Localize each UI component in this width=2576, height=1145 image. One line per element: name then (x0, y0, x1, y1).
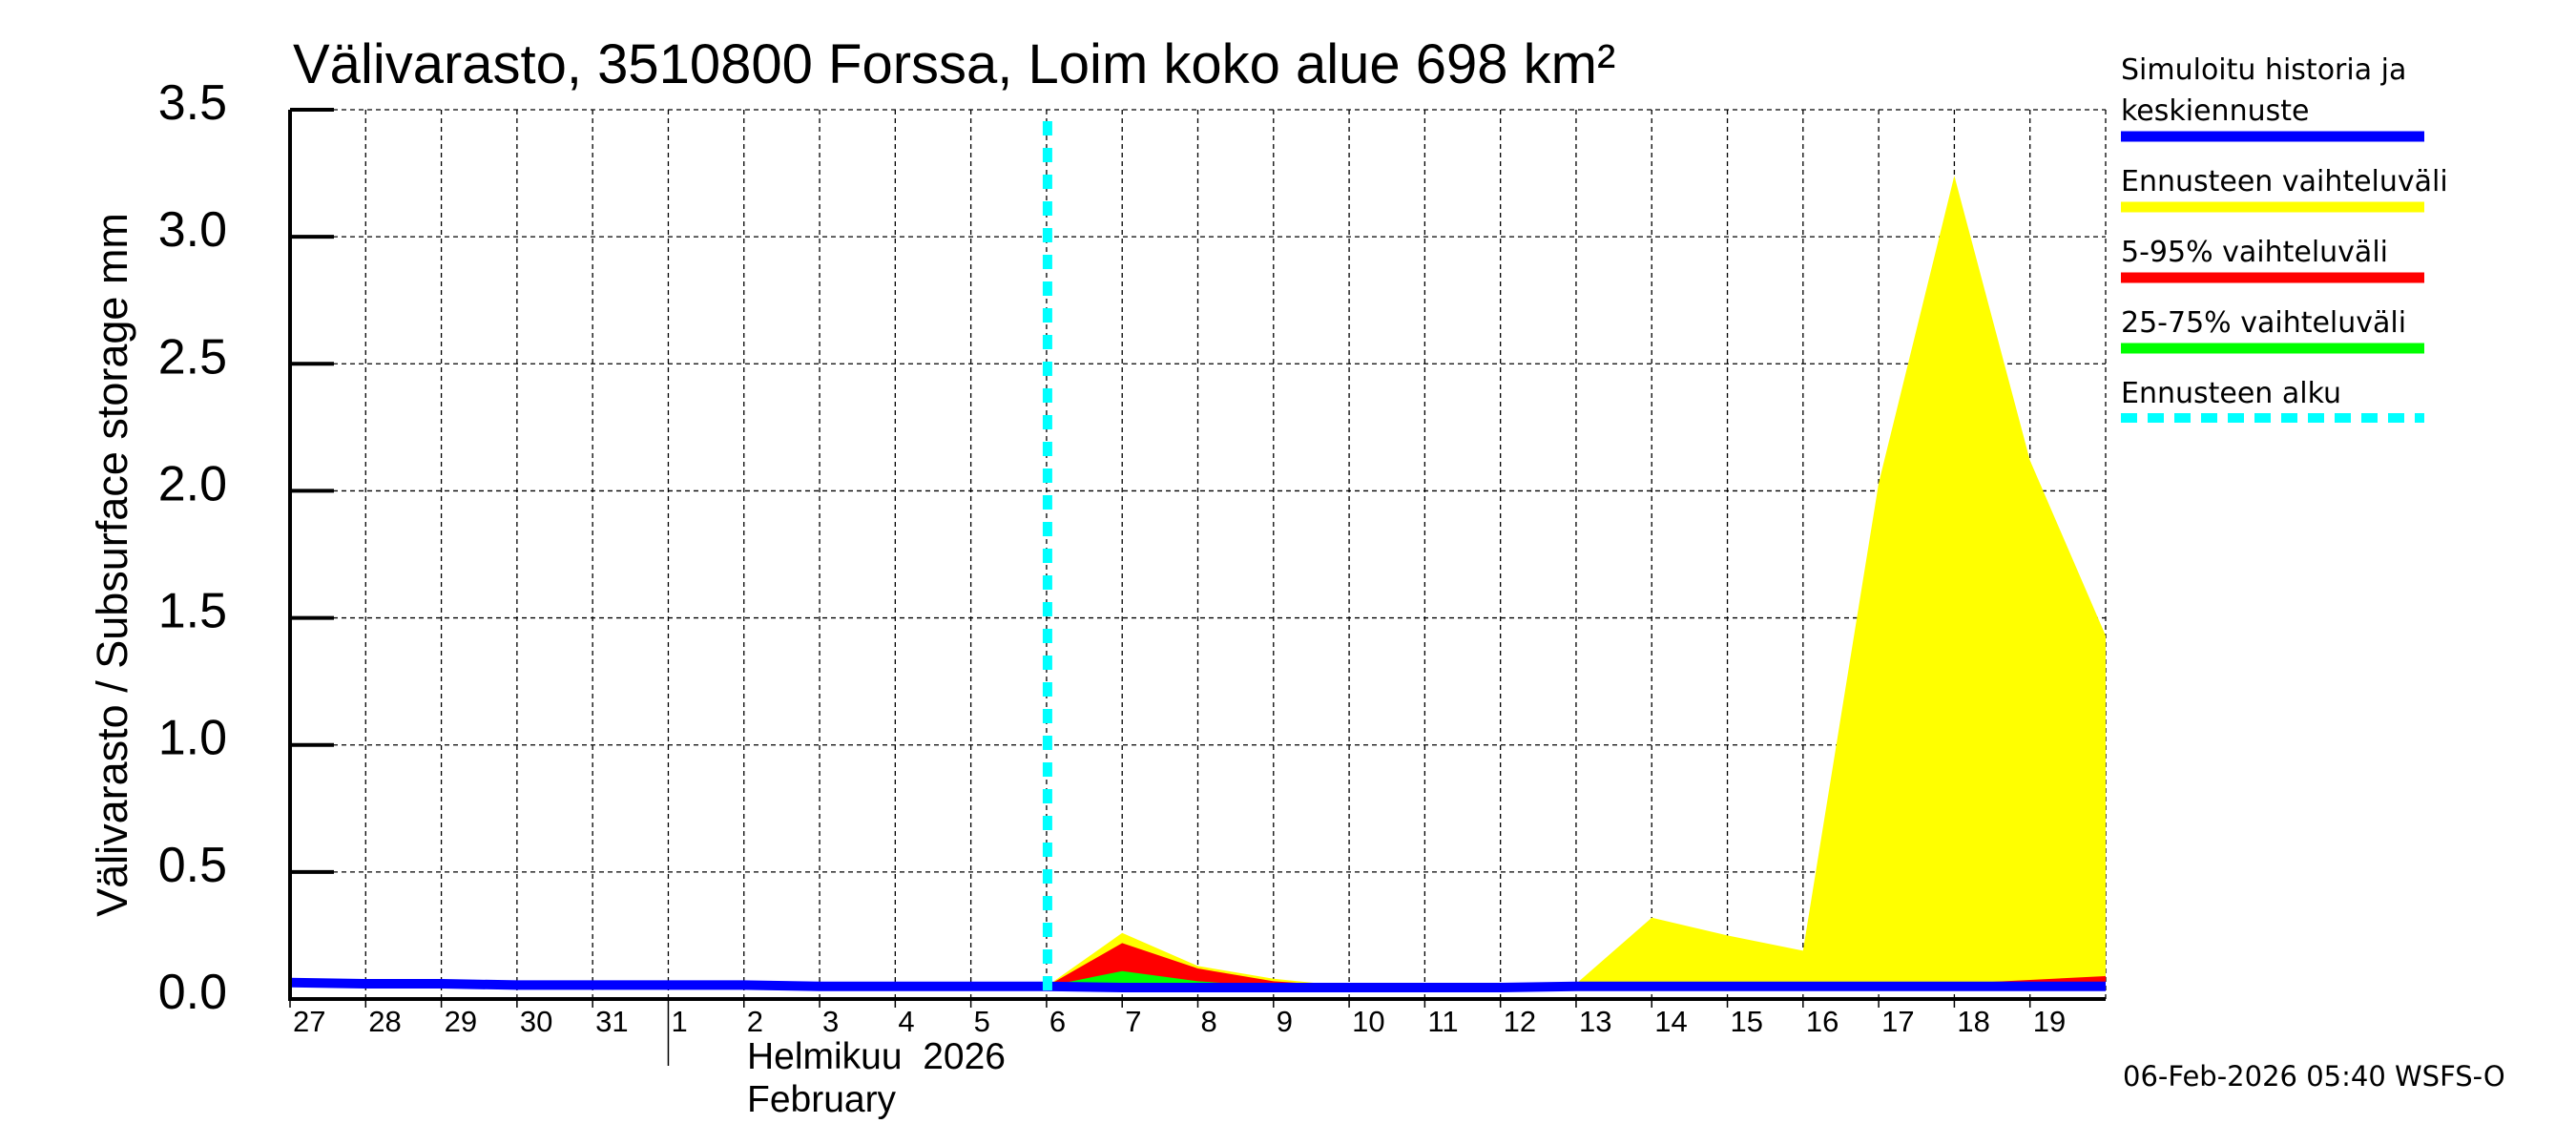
x-tick-label: 16 (1806, 1005, 1839, 1038)
x-tick-label: 14 (1654, 1005, 1687, 1038)
legend-label: 5-95% vaihteluväli (2121, 236, 2388, 269)
legend-label: Ennusteen vaihteluväli (2121, 165, 2448, 198)
x-tick-label: 6 (1049, 1005, 1066, 1038)
y-tick-label: 2.0 (158, 456, 227, 511)
median-line (289, 977, 2106, 992)
x-tick-label: 12 (1504, 1005, 1536, 1038)
legend-item: 5-95% vaihteluväli (2121, 236, 2424, 283)
y-tick-labels: 0.0 0.5 1.0 1.5 2.0 2.5 3.0 3.5 (158, 75, 227, 1020)
chart-title: Välivarasto, 3510800 Forssa, Loim koko a… (293, 33, 1615, 95)
band-ffff00 (1046, 176, 2106, 989)
x-tick-label: 3 (822, 1005, 839, 1038)
y-axis-label: Välivarasto / Subsurface storage mm (88, 213, 136, 917)
axes (288, 108, 2106, 1066)
x-tick-label: 8 (1201, 1005, 1217, 1038)
x-tick-label: 18 (1957, 1005, 1989, 1038)
x-tick-label: 29 (445, 1005, 477, 1038)
legend: Simuloitu historia ja keskiennuste Ennuste… (2121, 53, 2448, 423)
legend-item: Ennusteen alku (2121, 377, 2424, 423)
x-tick-label: 5 (974, 1005, 990, 1038)
x-tick-label: 27 (293, 1005, 325, 1038)
month-label-en: February (747, 1079, 897, 1120)
y-tick-label: 3.5 (158, 75, 227, 131)
x-tick-label: 15 (1731, 1005, 1763, 1038)
y-tick-label: 0.0 (158, 965, 227, 1020)
legend-label: 25-75% vaihteluväli (2121, 306, 2406, 340)
legend-item: Simuloitu historia ja keskiennuste (2121, 53, 2424, 142)
legend-label: keskiennuste (2121, 94, 2309, 128)
x-tick-label: 7 (1125, 1005, 1141, 1038)
plot-lines (289, 977, 2106, 992)
x-tick-labels: 27 28 29 30 31 1 2 3 4 5 6 7 8 9 10 11 12 13 14 15 16 17 18 19 (293, 1005, 2066, 1038)
y-tick-label: 1.5 (158, 584, 227, 639)
x-tick-label: 31 (595, 1005, 628, 1038)
x-tick-label: 30 (520, 1005, 552, 1038)
x-tick-label: 10 (1352, 1005, 1384, 1038)
y-tick-label: 0.5 (158, 838, 227, 893)
legend-label: Simuloitu historia ja (2121, 53, 2406, 87)
x-tick-label: 19 (2033, 1005, 2066, 1038)
timestamp-footer: 06-Feb-2026 05:40 WSFS-O (2123, 1060, 2505, 1093)
x-tick-label: 1 (671, 1005, 687, 1038)
y-tick-label: 3.0 (158, 202, 227, 258)
legend-item: Ennusteen vaihteluväli (2121, 165, 2448, 213)
legend-label: Ennusteen alku (2121, 377, 2341, 410)
y-tick-label: 2.5 (158, 329, 227, 385)
legend-item: 25-75% vaihteluväli (2121, 306, 2424, 354)
x-tick-label: 13 (1579, 1005, 1611, 1038)
x-tick-label: 4 (898, 1005, 914, 1038)
x-tick-label: 28 (368, 1005, 401, 1038)
x-tick-label: 9 (1277, 1005, 1293, 1038)
x-tick-label: 2 (747, 1005, 763, 1038)
x-tick-label: 11 (1427, 1005, 1458, 1038)
month-label-fi: Helmikuu 2026 (747, 1036, 1006, 1077)
x-tick-label: 17 (1881, 1005, 1914, 1038)
y-tick-label: 1.0 (158, 711, 227, 766)
